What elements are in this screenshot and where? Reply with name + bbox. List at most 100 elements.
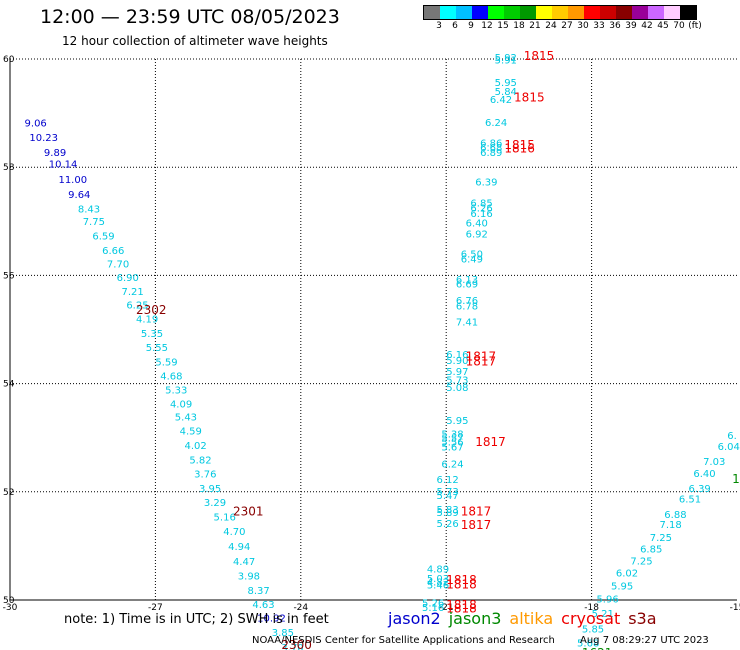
y-tick-label: 56 [3,271,15,281]
wave-height-label: 5.95 [611,582,633,593]
wave-height-label: 5.47 [437,491,459,502]
wave-height-label: 5.85 [582,624,604,635]
mission-label: altika [509,609,554,628]
wave-height-label: 7.75 [83,217,105,228]
legend-value: 33 [593,21,605,31]
wave-height-label: 5.21 [592,609,614,620]
pass-time-label: 2301 [233,505,264,519]
page-subtitle: 12 hour collection of altimeter wave hei… [62,34,328,48]
wave-height-label: 6.86 [480,139,502,150]
wave-height-label: 7.25 [630,556,652,567]
wave-height-label: 10.23 [29,133,58,144]
wave-height-label: 6.68 [480,143,502,154]
wave-height-label: 6.42 [490,95,512,106]
wave-height-label: 3.70 [281,643,303,650]
wave-height-label: 5.91 [495,55,517,66]
pass-time-label: 16 [732,472,740,486]
wave-height-label: 6.51 [679,495,701,506]
wave-height-label: 5.16 [422,603,444,614]
wave-height-label: 5.08 [446,383,468,394]
legend-swatch [600,6,616,19]
wave-height-label: 5.33 [165,385,187,396]
wave-height-label: 5.95 [446,416,468,427]
wave-height-label: 3.29 [204,498,226,509]
wave-height-label: 8.43 [78,205,100,216]
legend-value: 9 [468,21,474,31]
pass-time-label: 2302 [136,303,167,317]
wave-height-label: 5.97 [446,367,468,378]
wave-height-label: 6.26 [470,204,492,215]
wave-height-label: 5.73 [437,487,459,498]
wave-height-label: 6.24 [441,459,463,470]
pass-time-label: 1818 [446,578,477,592]
pass-time-label: 1818 [446,573,477,587]
legend-swatch [568,6,584,19]
wave-height-label: 9.64 [68,190,90,201]
y-tick-label: 54 [3,380,15,390]
y-tick-label: 52 [3,488,14,498]
wave-height-label: 6.69 [456,279,478,290]
wave-height-label: 6. [727,431,737,442]
pass-time-label: 1621 [582,646,613,650]
wave-height-label: 3.76 [194,470,216,481]
legend-swatch [616,6,632,19]
legend-swatch [504,6,520,19]
pass-time-label: 1815 [514,91,545,105]
x-tick-label: -27 [148,603,163,613]
legend-swatch [472,6,488,19]
wave-height-label: 5.35 [141,329,163,340]
legend-value: (ft) [688,21,702,31]
legend-value: 21 [529,21,541,31]
wave-height-label: 6.16 [446,350,468,361]
legend-labels: 3 6 9 12 15 18 21 24 27 30 33 36 39 42 45 70 (ft) [423,20,702,32]
wave-height-label: 5.96 [596,595,618,606]
grid [10,58,737,600]
wave-height-label: 4.09 [170,399,192,410]
wave-height-label: 3.85 [272,628,294,639]
wave-height-label: 6.89 [480,148,502,159]
wave-height-label: 8.37 [247,586,269,597]
wave-height-label: 6.13 [456,275,478,286]
wave-height-label: 4.68 [160,371,182,382]
wave-height-label: 9.06 [25,119,47,130]
wave-height-label: 6.40 [466,219,488,230]
wave-height-label: 3.95 [199,484,221,495]
wave-height-label: 5.90 [446,356,468,367]
legend-value: 45 [657,21,669,31]
wave-height-label: 7.03 [703,457,725,468]
wave-height-label: 6.66 [102,246,124,257]
wave-height-label: 5.43 [175,412,197,423]
wave-height-label: 4.94 [228,542,250,553]
x-tick-label: -18 [584,603,599,613]
legend-value: 42 [641,21,653,31]
mission-label: jason3 [448,609,502,628]
wave-height-label: 5.84 [495,87,517,98]
legend-value: 24 [545,21,557,31]
wave-height-label: 4.63 [252,600,274,611]
legend-swatch [680,6,696,19]
wave-height-label: 5.55 [146,343,168,354]
wave-height-label: 5.95 [495,78,517,89]
wave-height-label: 10.92 [257,614,286,625]
x-tick-label: -21 [439,603,454,613]
footer-credit: NOAA/NESDIS Center for Satellite Applica… [252,635,555,646]
legend-value: 15 [497,21,509,31]
legend-swatch [552,6,568,19]
legend-swatches [423,5,697,20]
wave-height-label: 5.56 [441,437,463,448]
pass-time-label: 1817 [466,355,497,369]
wave-height-label: 5.92 [495,53,517,64]
legend-value: 18 [513,21,525,31]
wave-height-label: 7.25 [650,533,672,544]
wave-height-label: 6.04 [718,442,740,453]
wave-height-label: 9.89 [44,148,66,159]
wave-height-label: 4.70 [223,527,245,538]
wave-height-label: 6.85 [640,544,662,555]
page-title: 12:00 — 23:59 UTC 08/05/2023 [40,6,340,28]
legend-value: 3 [436,21,442,31]
wave-height-label: 4.82 [427,577,449,588]
wave-height-label: 6.39 [689,484,711,495]
footer-timestamp: Aug 7 08:29:27 UTC 2023 [580,635,709,646]
wave-height-label: 6.78 [456,301,478,312]
